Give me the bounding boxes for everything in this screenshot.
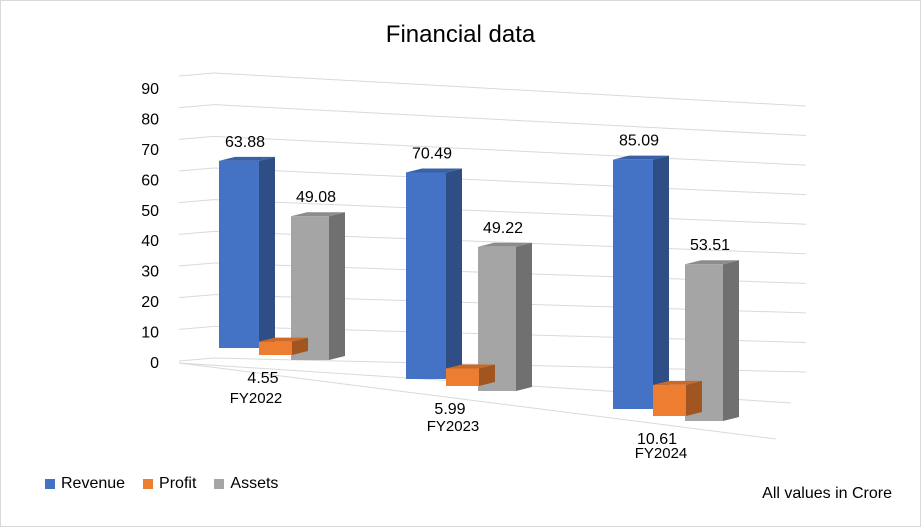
- data-label: 85.09: [619, 133, 659, 150]
- bar-side: [653, 155, 669, 409]
- legend-item-assets: Assets: [214, 475, 278, 493]
- legend-label-revenue: Revenue: [61, 475, 126, 492]
- side-gridline: [178, 167, 215, 172]
- y-tick-label: 50: [141, 203, 159, 220]
- bar-top: [446, 364, 495, 369]
- bar-revenue: [219, 160, 259, 348]
- back-gridline: [213, 199, 807, 225]
- bar-side: [292, 337, 308, 355]
- legend-item-revenue: Revenue: [45, 475, 125, 493]
- y-tick-label: 70: [141, 142, 159, 159]
- bar-side: [479, 364, 495, 386]
- bar-top: [653, 380, 702, 385]
- data-label: 49.08: [296, 189, 336, 206]
- side-gridline: [178, 230, 215, 235]
- bar-side: [723, 260, 739, 421]
- legend-item-profit: Profit: [143, 475, 196, 493]
- side-gridline: [178, 72, 215, 77]
- data-label: 4.55: [247, 370, 278, 387]
- y-tick-label: 60: [141, 172, 159, 189]
- side-gridline: [178, 357, 215, 362]
- bar-side: [516, 242, 532, 391]
- y-tick-label: 0: [150, 355, 159, 372]
- bar-side: [686, 380, 702, 416]
- side-gridline: [178, 262, 215, 267]
- back-gridline: [213, 104, 807, 137]
- bar-profit: [259, 341, 292, 355]
- y-tick-label: 30: [141, 264, 159, 281]
- bar-profit: [653, 384, 686, 416]
- legend-swatch-revenue: [45, 479, 55, 489]
- units-note: All values in Crore: [762, 485, 892, 502]
- side-gridline: [178, 199, 215, 204]
- legend-swatch-profit: [143, 479, 154, 489]
- data-label: 10.61: [637, 431, 677, 448]
- y-tick-label: 80: [141, 111, 159, 128]
- x-tick-label: FY2022: [230, 390, 283, 407]
- x-tick-label: FY2023: [427, 418, 480, 435]
- bar-top: [219, 156, 275, 161]
- chart-title: Financial data: [385, 21, 536, 48]
- x-tick-label: FY2024: [635, 445, 688, 462]
- bar-top: [406, 168, 462, 173]
- floor-line: [178, 362, 777, 440]
- bar-top: [478, 242, 532, 247]
- legend-swatch-assets: [214, 479, 225, 489]
- back-gridline: [213, 72, 807, 107]
- data-label: 63.88: [225, 134, 265, 151]
- legend: Revenue Profit Assets: [45, 475, 278, 493]
- side-gridline: [178, 135, 215, 140]
- bar-side: [329, 212, 345, 360]
- back-gridline: [213, 167, 807, 196]
- legend-label-assets: Assets: [230, 475, 279, 492]
- bar-profit: [446, 368, 479, 386]
- y-tick-label: 40: [141, 233, 159, 250]
- bar-side: [259, 156, 275, 348]
- data-label: 53.51: [690, 237, 730, 254]
- side-gridline: [178, 294, 215, 299]
- bar-top: [259, 337, 308, 342]
- bar-revenue: [406, 172, 446, 379]
- y-tick-label: 10: [141, 325, 159, 342]
- bar-top: [685, 260, 739, 265]
- legend-label-profit: Profit: [159, 475, 197, 492]
- y-tick-label: 20: [141, 294, 159, 311]
- side-gridline: [178, 325, 215, 330]
- data-label: 49.22: [483, 220, 523, 237]
- bar-revenue: [613, 159, 653, 409]
- side-gridline: [178, 104, 215, 109]
- data-label: 70.49: [412, 145, 452, 162]
- bar-top: [291, 212, 345, 217]
- bar-top: [613, 155, 669, 160]
- bar-side: [446, 168, 462, 379]
- bar-assets: [291, 216, 329, 360]
- y-tick-label: 90: [141, 81, 159, 98]
- data-label: 5.99: [434, 401, 465, 418]
- back-gridline: [213, 135, 807, 166]
